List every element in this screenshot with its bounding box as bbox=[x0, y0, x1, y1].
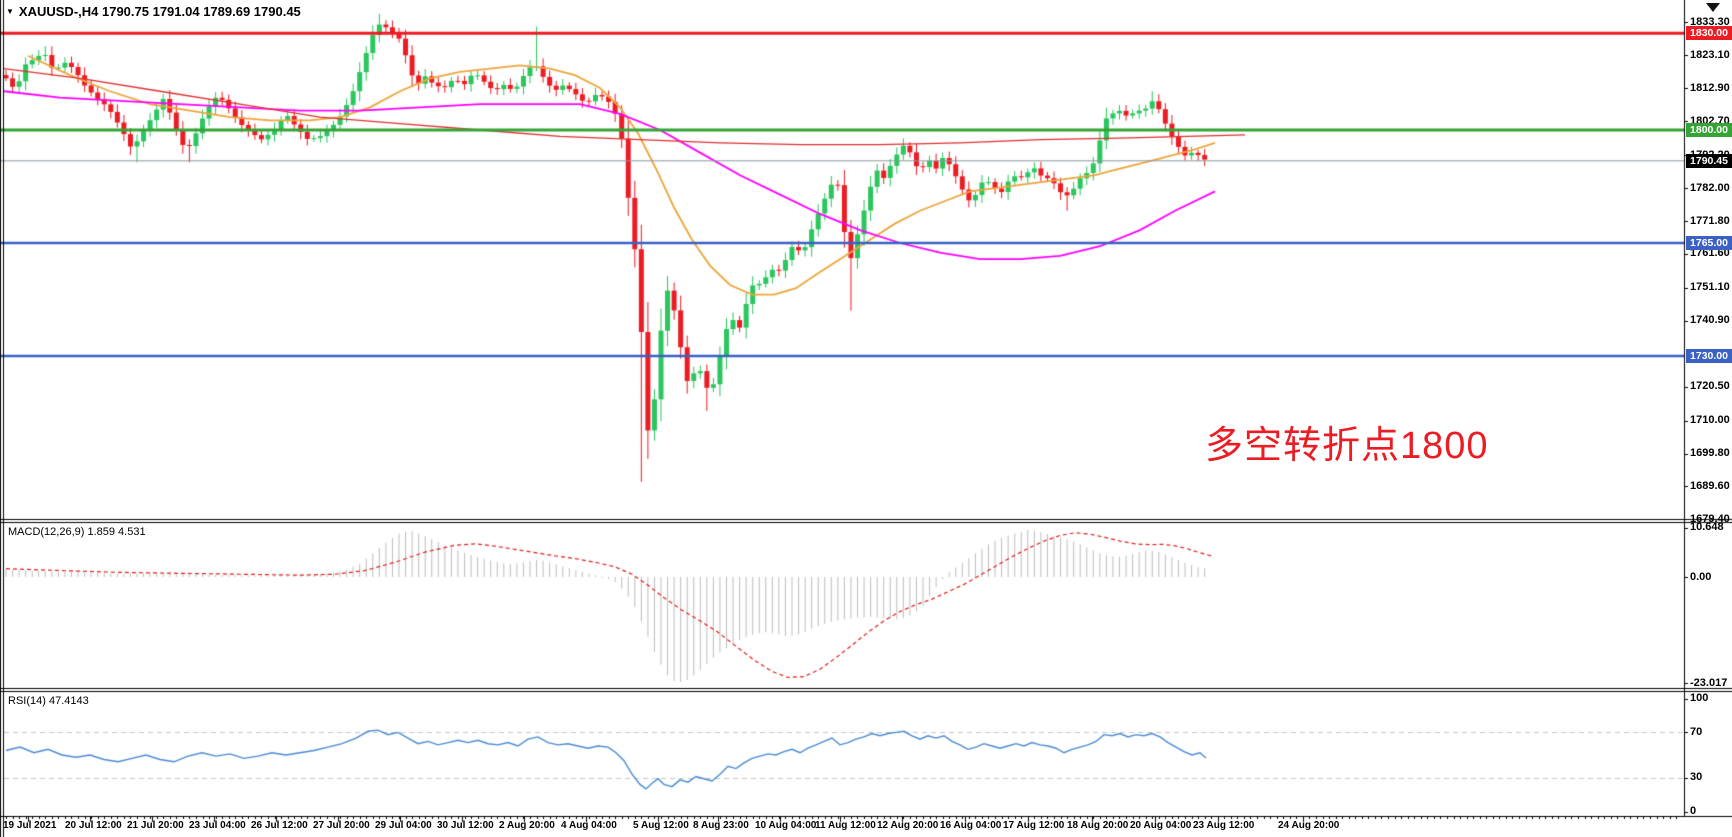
corner-marker-icon bbox=[1706, 3, 1720, 12]
time-tick-label: 10 Aug 04:00 bbox=[755, 820, 817, 831]
time-tick-label: 8 Aug 23:00 bbox=[693, 820, 749, 831]
time-tick-label: 18 Aug 20:00 bbox=[1067, 820, 1129, 831]
price-badge-1830-00: 1830.00 bbox=[1686, 26, 1732, 41]
time-tick-label: 12 Aug 20:00 bbox=[877, 820, 939, 831]
price-tick-label: 1699.80 bbox=[1690, 447, 1730, 459]
price-badge-1800-00: 1800.00 bbox=[1686, 123, 1732, 137]
price-tick-label: 1689.60 bbox=[1690, 479, 1730, 492]
symbol-title-text: XAUUSD-,H4 1790.75 1791.04 1789.69 1790.… bbox=[18, 4, 301, 19]
price-tick-label: 1751.10 bbox=[1690, 281, 1730, 294]
time-tick-label: 2 Aug 20:00 bbox=[499, 820, 555, 831]
price-tick-label: 1823.10 bbox=[1690, 48, 1730, 61]
time-tick-label: 16 Aug 04:00 bbox=[940, 820, 1002, 831]
price-tick-label: 1679.40 bbox=[1690, 512, 1730, 525]
annotation-text: 多空转折点1800 bbox=[1205, 425, 1489, 467]
time-tick-label: 11 Aug 12:00 bbox=[815, 820, 876, 831]
rsi-indicator-label: RSI(14) 47.4143 bbox=[8, 695, 89, 707]
time-tick-label: 26 Jul 12:00 bbox=[251, 820, 308, 831]
price-tick-label: 1812.90 bbox=[1690, 81, 1730, 94]
price-tick-label: 1771.80 bbox=[1690, 214, 1730, 227]
price-tick-label: 1720.50 bbox=[1690, 380, 1730, 393]
time-tick-label: 23 Jul 04:00 bbox=[189, 820, 246, 831]
time-tick-label: 30 Jul 12:00 bbox=[437, 820, 494, 831]
time-tick-label: 17 Aug 12:00 bbox=[1003, 820, 1065, 831]
price-tick-label: 1740.90 bbox=[1690, 314, 1730, 327]
time-tick-label: 27 Jul 20:00 bbox=[313, 820, 370, 831]
time-tick-label: 19 Jul 2021 bbox=[3, 820, 57, 831]
price-tick-label: 1782.00 bbox=[1690, 181, 1730, 194]
macd-tick-label: 0.00 bbox=[1690, 570, 1712, 583]
price-badge-1730-00: 1730.00 bbox=[1686, 349, 1732, 363]
time-tick-label: 20 Aug 04:00 bbox=[1130, 820, 1192, 831]
time-tick-label: 21 Jul 20:00 bbox=[127, 820, 184, 831]
rsi-tick-label: 70 bbox=[1690, 725, 1703, 738]
price-badge-1790-45: 1790.45 bbox=[1686, 153, 1732, 168]
price-badge-1765-00: 1765.00 bbox=[1686, 236, 1732, 250]
macd-tick-label: 10.648 bbox=[1690, 521, 1724, 534]
price-tick-label: 1710.00 bbox=[1690, 414, 1730, 427]
time-tick-label: 29 Jul 04:00 bbox=[375, 820, 432, 831]
chevron-down-icon[interactable]: ▼ bbox=[6, 7, 14, 16]
price-tick-label: 1833.30 bbox=[1690, 15, 1730, 28]
time-tick-label: 5 Aug 12:00 bbox=[633, 820, 689, 831]
price-tick-label: 1761.60 bbox=[1690, 247, 1730, 260]
time-tick-label: 20 Jul 12:00 bbox=[65, 820, 122, 831]
rsi-tick-label: 100 bbox=[1690, 692, 1709, 704]
time-tick-label: 24 Aug 20:00 bbox=[1278, 820, 1340, 831]
rsi-tick-label: 30 bbox=[1690, 771, 1703, 784]
time-tick-label: 4 Aug 04:00 bbox=[561, 820, 617, 831]
macd-indicator-label: MACD(12,26,9) 1.859 4.531 bbox=[8, 526, 146, 538]
symbol-title: ▼ XAUUSD-,H4 1790.75 1791.04 1789.69 179… bbox=[6, 4, 301, 19]
rsi-tick-label: 0 bbox=[1690, 805, 1697, 817]
time-tick-label: 23 Aug 12:00 bbox=[1193, 820, 1255, 831]
macd-tick-label: -23.017 bbox=[1690, 676, 1728, 689]
